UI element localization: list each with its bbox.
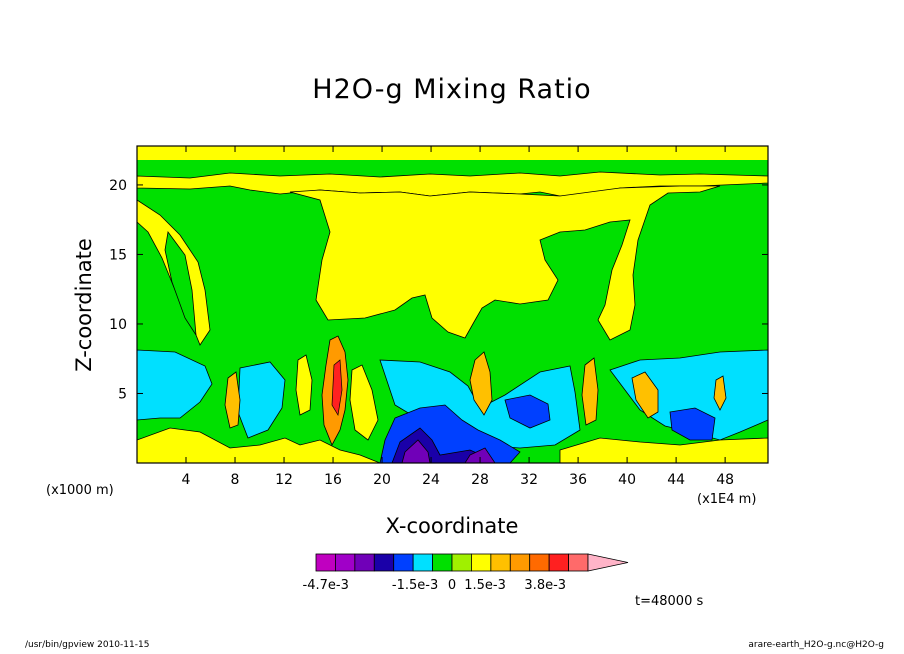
upper-yellow-band <box>137 146 768 160</box>
red-core <box>331 359 343 417</box>
y-axis-label: Z-coordinate <box>72 238 96 372</box>
colorbar-label: -4.7e-3 <box>303 578 349 593</box>
field-layer <box>137 146 768 463</box>
footer-left: /usr/bin/gpview 2010-11-15 <box>25 640 150 650</box>
colorbar-swatch <box>548 553 569 572</box>
orange-plume-41 <box>631 371 659 419</box>
colorbar-label: -1.5e-3 <box>392 578 438 593</box>
time-label: t=48000 s <box>635 594 704 609</box>
colorbar-swatch <box>354 553 375 572</box>
colorbar-label: 1.5e-3 <box>464 578 506 593</box>
yellow-plume-14 <box>295 354 313 416</box>
x-unit-note: (x1000 m) <box>46 483 114 498</box>
colorbar-swatch <box>490 553 511 572</box>
chart-title: H2O-g Mixing Ratio <box>312 74 592 105</box>
bottom-yellow-right <box>559 437 768 463</box>
bottom-yellow-layer <box>137 427 381 463</box>
x-tick-label: 8 <box>231 472 240 488</box>
left-green-tongue <box>164 231 197 336</box>
plot-frame <box>136 145 769 464</box>
colorbar: -4.7e-3 -1.5e-3 0 1.5e-3 3.8e-3 <box>303 553 629 593</box>
colorbar-swatch <box>432 553 453 572</box>
y-axis: 5 10 15 20 <box>109 178 768 402</box>
x-tick-label: 32 <box>520 472 538 488</box>
colorbar-swatch <box>471 553 492 572</box>
colorbar-swatch <box>529 553 550 572</box>
colorbar-extend-arrow <box>587 553 629 572</box>
blue-core-2 <box>504 394 551 429</box>
colorbar-swatch <box>509 553 531 572</box>
orange-plume-8 <box>224 371 241 429</box>
y-tick-label: 10 <box>109 317 127 333</box>
x-tick-label: 20 <box>373 472 391 488</box>
x-axis: 4 8 12 16 20 24 28 32 36 40 44 48 <box>182 146 734 488</box>
x-tick-label: 12 <box>275 472 293 488</box>
x-tick-label: 16 <box>324 472 342 488</box>
yellow-plume-20 <box>349 364 379 441</box>
colorbar-label: 3.8e-3 <box>524 578 566 593</box>
orange-plume-37 <box>581 357 599 426</box>
colorbar-swatch <box>412 553 433 572</box>
orange-plume-47 <box>713 375 727 411</box>
x-tick-label: 40 <box>618 472 636 488</box>
purple-core-2 <box>464 447 496 463</box>
y-tick-label: 5 <box>118 386 127 402</box>
colorbar-swatch <box>451 553 472 572</box>
lower-left-cyan <box>137 349 213 421</box>
y-tick-label: 20 <box>109 178 127 194</box>
orange-plume-28 <box>469 351 493 416</box>
x-axis-label: X-coordinate <box>385 514 519 538</box>
colorbar-swatch <box>393 553 414 572</box>
colorbar-swatch <box>315 553 336 572</box>
colorbar-swatch <box>335 553 356 572</box>
purple-core <box>401 439 431 463</box>
x-tick-label: 24 <box>422 472 440 488</box>
blue-core-3 <box>669 407 716 441</box>
x-tick-label: 48 <box>716 472 734 488</box>
x-scale-note: (x1E4 m) <box>697 492 757 507</box>
y-tick-label: 15 <box>109 247 127 263</box>
x-tick-label: 36 <box>569 472 587 488</box>
lower-cyan-2 <box>237 361 286 439</box>
colorbar-swatch <box>568 553 589 572</box>
footer-right: arare-earth_H2O-g.nc@H2O-g <box>748 640 884 650</box>
central-yellow-region <box>289 185 721 341</box>
colorbar-swatch <box>373 553 395 572</box>
x-tick-label: 4 <box>182 472 191 488</box>
x-tick-label: 28 <box>471 472 489 488</box>
lower-right-cyan <box>609 349 768 441</box>
x-tick-label: 44 <box>667 472 685 488</box>
colorbar-label: 0 <box>448 578 456 593</box>
